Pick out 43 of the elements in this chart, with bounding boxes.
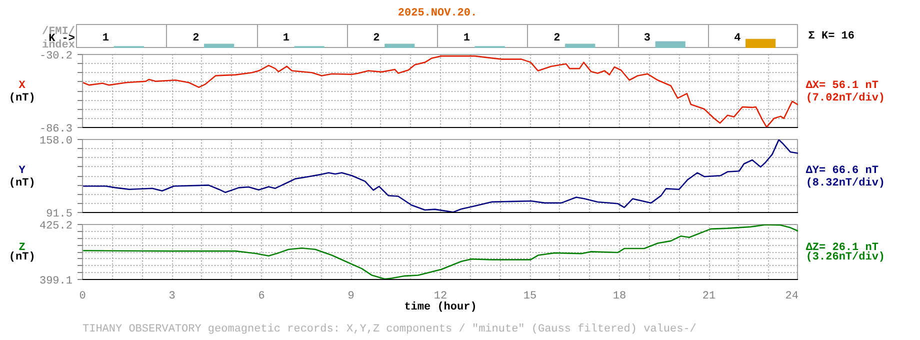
x-tick-label: 15 xyxy=(523,290,537,302)
bar xyxy=(655,41,686,48)
y-axis-title: X (nT) xyxy=(8,80,36,104)
text: (7.02nT/div) xyxy=(806,92,886,104)
y-tick-label: -86.3 xyxy=(39,124,73,136)
bar xyxy=(746,38,776,48)
x-tick-label: 6 xyxy=(258,290,265,302)
text: (8.32nT/div) xyxy=(806,177,886,190)
data-label: 1 xyxy=(463,32,470,44)
y-tick-label: 158.0 xyxy=(39,136,73,148)
line-series xyxy=(82,55,798,128)
x-tick-label: 24 xyxy=(785,290,799,302)
chart-title: 2025.NOV.20. xyxy=(398,8,478,20)
text: index xyxy=(42,39,76,52)
x-tick-label: 21 xyxy=(702,290,716,302)
data-label: 2 xyxy=(192,32,200,44)
data-label: 1 xyxy=(102,32,110,44)
bar xyxy=(384,44,415,48)
y-axis-title: Z (nT) xyxy=(8,242,36,264)
line-series xyxy=(82,224,798,280)
x-tick-label: 9 xyxy=(348,290,354,302)
x-tick-label: 3 xyxy=(168,290,176,302)
data-label: 2 xyxy=(554,32,560,44)
x-tick-label: 12 xyxy=(434,290,448,302)
y-tick-label: 425.2 xyxy=(39,220,73,232)
text: ΔX= 56.1 nT xyxy=(806,80,879,92)
data-label: 4 xyxy=(734,32,742,44)
x-tick-label: 0 xyxy=(79,290,86,302)
text: Σ K= 16 xyxy=(808,30,854,42)
data-label: 1 xyxy=(282,32,290,44)
text: TIHANY OBSERVATORY geomagnetic records: X,Y,Z components / "minute" (Gauss filtered) values-/ xyxy=(82,324,696,336)
x-tick-label: 18 xyxy=(612,290,626,302)
line-series xyxy=(82,140,798,212)
y-axis-title: Y (nT) xyxy=(8,164,36,190)
text: ΔY= 66.6 nT xyxy=(806,164,879,177)
y-tick-label: -30.2 xyxy=(39,50,73,62)
data-label: 3 xyxy=(644,32,651,44)
x-axis-title: time (hour) xyxy=(404,302,477,314)
bar xyxy=(565,44,596,48)
bar xyxy=(204,44,234,48)
data-label: 2 xyxy=(373,32,380,44)
y-tick-label: 91.5 xyxy=(46,208,72,220)
y-tick-label: 399.1 xyxy=(39,276,73,288)
